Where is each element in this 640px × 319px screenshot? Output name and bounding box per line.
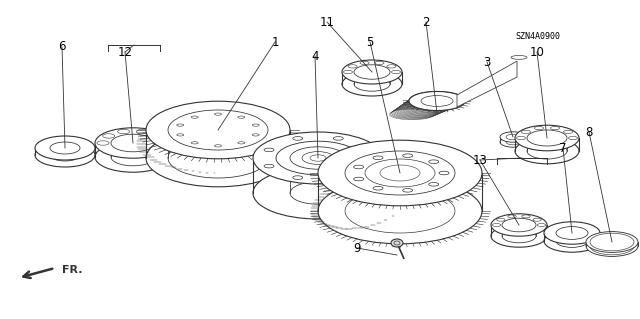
Ellipse shape: [111, 134, 155, 152]
Text: 11: 11: [319, 16, 335, 28]
Ellipse shape: [342, 72, 402, 96]
Text: 9: 9: [353, 241, 361, 255]
Ellipse shape: [515, 125, 579, 151]
Text: 8: 8: [586, 125, 593, 138]
Ellipse shape: [391, 239, 403, 247]
Ellipse shape: [544, 230, 600, 252]
Ellipse shape: [318, 140, 482, 206]
Ellipse shape: [511, 56, 527, 59]
Ellipse shape: [527, 143, 567, 159]
Ellipse shape: [365, 159, 435, 187]
Text: 5: 5: [366, 35, 374, 48]
Ellipse shape: [111, 148, 155, 166]
Ellipse shape: [35, 136, 95, 160]
Ellipse shape: [586, 236, 638, 256]
Ellipse shape: [409, 92, 465, 110]
Ellipse shape: [35, 143, 95, 167]
Ellipse shape: [253, 132, 383, 184]
Ellipse shape: [290, 147, 346, 169]
Text: 7: 7: [559, 142, 567, 154]
Text: 10: 10: [529, 46, 545, 58]
Ellipse shape: [95, 128, 171, 158]
Text: 12: 12: [118, 46, 132, 58]
Text: SZN4A0900: SZN4A0900: [515, 32, 560, 41]
Text: 4: 4: [311, 49, 319, 63]
Ellipse shape: [515, 138, 579, 164]
Ellipse shape: [354, 77, 390, 91]
Ellipse shape: [500, 137, 526, 147]
Ellipse shape: [502, 229, 536, 243]
Text: FR.: FR.: [62, 265, 83, 275]
Ellipse shape: [409, 92, 465, 110]
Ellipse shape: [276, 141, 360, 175]
Ellipse shape: [302, 152, 334, 164]
Ellipse shape: [354, 65, 390, 79]
Text: 6: 6: [58, 41, 66, 54]
Ellipse shape: [544, 222, 600, 244]
Text: 2: 2: [422, 16, 429, 28]
Ellipse shape: [318, 178, 482, 244]
Ellipse shape: [146, 129, 290, 187]
Text: 3: 3: [483, 56, 491, 69]
Ellipse shape: [491, 225, 547, 247]
Ellipse shape: [345, 151, 455, 195]
Ellipse shape: [253, 167, 383, 219]
Ellipse shape: [290, 182, 346, 204]
Ellipse shape: [342, 164, 354, 168]
Ellipse shape: [342, 60, 402, 84]
Ellipse shape: [586, 232, 638, 252]
Ellipse shape: [502, 218, 536, 232]
Ellipse shape: [146, 101, 290, 159]
Ellipse shape: [527, 130, 567, 146]
Text: 1: 1: [271, 35, 279, 48]
Text: 13: 13: [472, 153, 488, 167]
Ellipse shape: [491, 214, 547, 236]
Polygon shape: [457, 61, 517, 107]
Ellipse shape: [500, 132, 526, 142]
Ellipse shape: [95, 142, 171, 172]
